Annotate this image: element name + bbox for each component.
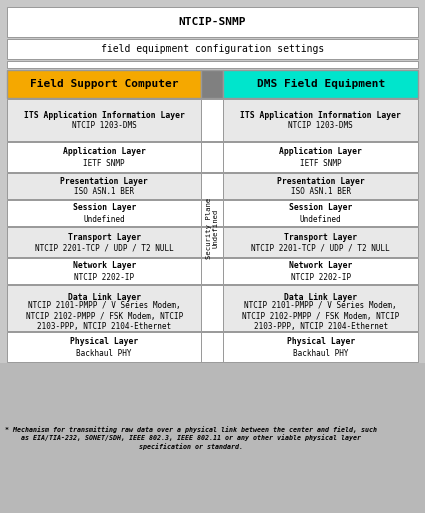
Bar [201, 99, 224, 141]
Text: Backhaul PHY: Backhaul PHY [293, 348, 348, 358]
Text: Undefined: Undefined [300, 214, 342, 224]
Text: NTCIP 2101-PMPP / V Series Modem,
NTCIP 2102-PMPP / FSK Modem, NTCIP
2103-PPP, N: NTCIP 2101-PMPP / V Series Modem, NTCIP … [26, 301, 183, 331]
Bar [7, 258, 201, 284]
Text: NTCIP 1203-DMS: NTCIP 1203-DMS [289, 122, 353, 130]
Bar [201, 173, 224, 199]
Bar [224, 285, 418, 331]
Bar [7, 61, 418, 68]
Bar [224, 258, 418, 284]
Bar [224, 173, 418, 199]
Bar [224, 227, 418, 257]
Text: Physical Layer: Physical Layer [286, 338, 355, 346]
Text: Transport Layer: Transport Layer [284, 232, 357, 242]
Bar [224, 70, 418, 98]
Text: NTCIP 2202-IP: NTCIP 2202-IP [291, 272, 351, 282]
Bar [7, 99, 201, 141]
Text: NTCIP 2101-PMPP / V Series Modem,
NTCIP 2102-PMPP / FSK Modem, NTCIP
2103-PPP, N: NTCIP 2101-PMPP / V Series Modem, NTCIP … [242, 301, 400, 331]
Text: ISO ASN.1 BER: ISO ASN.1 BER [74, 187, 134, 196]
Text: Presentation Layer: Presentation Layer [60, 176, 148, 186]
Text: Transport Layer: Transport Layer [68, 232, 141, 242]
Bar [201, 332, 224, 362]
Bar [7, 200, 201, 226]
Bar [7, 227, 201, 257]
Text: Network Layer: Network Layer [289, 262, 352, 270]
Bar [7, 39, 418, 59]
Text: ISO ASN.1 BER: ISO ASN.1 BER [291, 187, 351, 196]
Text: NTCIP 1203-DMS: NTCIP 1203-DMS [72, 122, 136, 130]
Bar [201, 285, 224, 331]
Text: NTCIP 2201-TCP / UDP / T2 NULL: NTCIP 2201-TCP / UDP / T2 NULL [35, 244, 174, 252]
Bar [7, 173, 201, 199]
Bar [7, 285, 201, 331]
Bar [224, 200, 418, 226]
Bar [201, 227, 224, 257]
Text: ITS Application Information Layer: ITS Application Information Layer [24, 110, 185, 120]
Text: Application Layer: Application Layer [63, 148, 146, 156]
Text: IETF SNMP: IETF SNMP [300, 159, 342, 168]
Text: Physical Layer: Physical Layer [70, 338, 139, 346]
Text: Undefined: Undefined [83, 214, 125, 224]
Bar [224, 142, 418, 172]
Text: Field Support Computer: Field Support Computer [30, 79, 178, 89]
Text: Presentation Layer: Presentation Layer [277, 176, 365, 186]
Text: Session Layer: Session Layer [73, 204, 136, 212]
Text: DMS Field Equipment: DMS Field Equipment [257, 79, 385, 89]
Text: Backhaul PHY: Backhaul PHY [76, 348, 132, 358]
Bar [0, 363, 425, 513]
Text: ITS Application Information Layer: ITS Application Information Layer [240, 110, 401, 120]
Bar [224, 332, 418, 362]
Bar [7, 332, 201, 362]
Text: Session Layer: Session Layer [289, 204, 352, 212]
Bar [7, 7, 418, 37]
Text: Security Plane
Undefined: Security Plane Undefined [206, 198, 219, 259]
Bar [224, 99, 418, 141]
Text: IETF SNMP: IETF SNMP [83, 159, 125, 168]
Bar [7, 70, 201, 98]
Text: NTCIP 2202-IP: NTCIP 2202-IP [74, 272, 134, 282]
Text: Application Layer: Application Layer [279, 148, 362, 156]
Text: Data Link Layer: Data Link Layer [284, 293, 357, 302]
Bar [201, 70, 224, 98]
Bar [7, 142, 201, 172]
Bar [201, 258, 224, 284]
Text: * Mechanism for transmitting raw data over a physical link between the center an: * Mechanism for transmitting raw data ov… [5, 426, 377, 449]
Text: field equipment configuration settings: field equipment configuration settings [101, 44, 324, 54]
Text: NTCIP 2201-TCP / UDP / T2 NULL: NTCIP 2201-TCP / UDP / T2 NULL [251, 244, 390, 252]
Text: Data Link Layer: Data Link Layer [68, 293, 141, 302]
Bar [201, 142, 224, 172]
Text: NTCIP-SNMP: NTCIP-SNMP [179, 17, 246, 27]
Text: Network Layer: Network Layer [73, 262, 136, 270]
Bar [201, 200, 224, 226]
